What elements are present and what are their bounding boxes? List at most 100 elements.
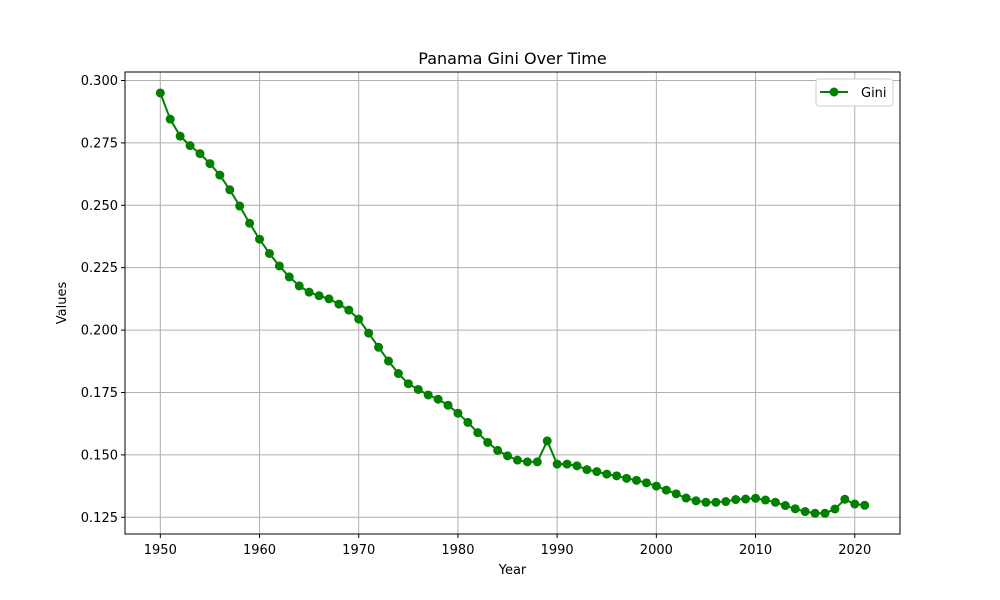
data-point [790,504,800,514]
data-point [503,451,513,461]
plot-frame [124,71,901,535]
data-point [225,185,235,195]
data-point [512,455,522,465]
data-point [294,281,304,291]
data-point [374,342,384,352]
y-tick-label: 0.125 [81,511,118,526]
data-point [661,485,671,495]
data-point [175,131,185,141]
x-tick-label: 2000 [640,543,673,558]
data-point [453,408,463,418]
data-point [443,400,453,410]
data-point [820,508,830,518]
data-point [641,478,651,488]
data-point [651,481,661,491]
data-point [612,471,622,481]
grid-lines [125,72,900,534]
data-point [433,394,443,404]
data-point [691,496,701,506]
data-point [364,328,374,338]
data-point [423,390,433,400]
y-tick-label: 0.175 [81,386,118,401]
data-point [185,141,195,151]
data-point [463,417,473,427]
y-tick-label: 0.200 [81,324,118,339]
data-point [383,356,393,366]
data-point [751,493,761,503]
data-point [324,294,334,304]
data-point [393,369,403,379]
x-axis-title: Year [498,563,527,578]
data-point [741,494,751,504]
y-tick-label: 0.275 [81,136,118,151]
data-point [284,272,294,282]
legend-box [815,78,894,107]
x-tick-label: 1990 [541,543,574,558]
data-point [532,457,542,467]
data-point [354,314,364,324]
data-point [274,261,284,271]
data-point [622,473,632,483]
data-point [215,170,225,180]
data-point [235,201,245,211]
data-point [344,305,354,315]
x-tick-label: 1960 [243,543,276,558]
data-point [403,379,413,389]
y-tick-label: 0.300 [81,74,118,89]
data-point [314,291,324,301]
data-point [493,445,503,455]
data-point [830,504,840,514]
x-tick-label: 1970 [342,543,375,558]
data-point [800,507,810,517]
data-point [632,475,642,485]
data-point [770,497,780,507]
x-axis: 1950 1960 1970 1980 1990 2000 2010 2020 [144,534,871,558]
data-point [483,437,493,447]
data-point [552,459,562,469]
data-point [840,494,850,504]
y-tick-label: 0.250 [81,199,118,214]
data-point [681,493,691,503]
data-point [850,499,860,509]
data-point [413,384,423,394]
data-point [731,495,741,505]
data-point [195,149,205,159]
chart-title: Panama Gini Over Time [418,49,606,68]
data-point [572,461,582,471]
y-axis: 0.125 0.150 0.175 0.200 0.225 0.250 0.275 0.300 [81,74,125,526]
data-point [522,457,532,467]
legend-marker-swatch [829,87,839,97]
data-point [780,501,790,511]
data-point [701,497,711,507]
x-tick-label: 2020 [838,543,871,558]
data-point [860,500,870,510]
x-tick-label: 1980 [441,543,474,558]
data-point [304,287,314,297]
x-tick-label: 2010 [739,543,772,558]
legend: Gini [815,78,894,107]
plot-area [125,72,900,534]
data-point [245,218,255,228]
data-point [165,114,175,124]
data-point [721,497,731,507]
data-point [255,234,265,244]
data-point [810,508,820,518]
data-point [582,465,592,475]
data-point [671,489,681,499]
y-axis-title: Values [55,282,70,325]
data-point [562,459,572,469]
data-point [602,469,612,479]
data-point [155,88,165,98]
data-point [334,299,344,309]
legend-label-gini: Gini [861,86,887,101]
data-point [264,248,274,258]
data-point [760,495,770,505]
y-tick-label: 0.225 [81,261,118,276]
series-layer [155,88,870,518]
data-point [542,436,552,446]
x-tick-label: 1950 [144,543,177,558]
data-point [205,159,215,169]
y-tick-label: 0.150 [81,448,118,463]
data-point [473,428,483,438]
